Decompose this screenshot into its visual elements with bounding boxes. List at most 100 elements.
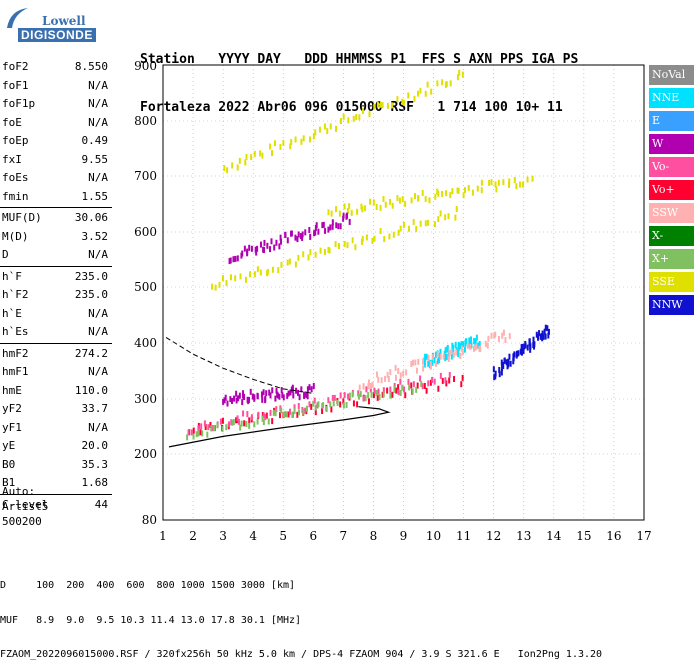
echo-mark <box>424 220 427 227</box>
echo-mark <box>405 369 408 376</box>
echo-mark <box>259 269 262 276</box>
echo-mark <box>526 176 529 183</box>
echo-mark <box>275 387 278 394</box>
echo-mark <box>382 391 385 398</box>
echo-mark <box>239 424 242 431</box>
echo-mark <box>463 346 466 353</box>
echo-mark <box>542 333 545 340</box>
echo-mark <box>379 204 382 211</box>
echo-mark <box>300 138 303 145</box>
echo-mark <box>275 406 278 413</box>
param-row: D N/A <box>0 246 112 265</box>
echo-mark <box>279 412 282 419</box>
echo-mark <box>401 196 404 203</box>
echo-mark <box>339 118 342 125</box>
legend-item: X+ <box>649 249 694 269</box>
echo-mark <box>448 372 451 379</box>
echo-mark <box>368 111 371 118</box>
echo-mark <box>415 225 418 232</box>
echo-mark <box>377 388 380 395</box>
echo-mark <box>451 342 454 349</box>
echo-mark <box>295 387 298 394</box>
echo-mark <box>383 236 386 243</box>
echo-mark <box>455 349 458 356</box>
echo-mark <box>541 330 544 337</box>
echo-mark <box>234 275 237 282</box>
echo-mark <box>547 328 550 335</box>
echo-mark <box>543 328 546 335</box>
header-labels: Station YYYY DAY DDD HHMMSS P1 FFS S AXN… <box>140 52 579 67</box>
param-separator <box>0 265 112 267</box>
echo-mark <box>243 394 246 401</box>
echo-mark <box>532 336 535 343</box>
echo-mark <box>249 388 252 395</box>
param-key: fxI <box>2 152 22 166</box>
echo-mark <box>369 382 372 389</box>
echo-mark <box>329 123 332 130</box>
echo-mark <box>314 129 317 136</box>
echo-mark <box>334 241 337 248</box>
echo-mark <box>325 406 328 413</box>
echo-mark <box>310 403 313 410</box>
echo-mark <box>281 392 284 399</box>
echo-mark <box>446 344 449 351</box>
echo-mark <box>245 420 248 427</box>
param-row: hmF2 274.2 <box>0 345 112 364</box>
echo-mark <box>423 361 426 368</box>
echo-mark <box>397 389 400 396</box>
echo-mark <box>290 139 293 146</box>
echo-mark <box>471 189 474 196</box>
echo-mark <box>241 399 244 406</box>
echo-mark <box>369 386 372 393</box>
echo-mark <box>307 254 310 261</box>
param-key: h`F <box>2 269 22 283</box>
echo-mark <box>329 401 332 408</box>
echo-mark <box>434 193 437 200</box>
echo-mark <box>293 408 296 415</box>
echo-mark <box>415 386 418 393</box>
echo-mark <box>271 266 274 273</box>
echo-mark <box>273 244 276 251</box>
echo-mark <box>356 401 359 408</box>
echo-mark <box>211 425 214 432</box>
echo-mark <box>289 389 292 396</box>
echo-mark <box>335 206 338 213</box>
echo-mark <box>214 284 217 291</box>
echo-mark <box>488 179 491 186</box>
echo-mark <box>269 392 272 399</box>
echo-mark <box>345 401 348 408</box>
echo-mark <box>512 358 515 365</box>
echo-mark <box>318 126 321 133</box>
echo-mark <box>380 377 383 384</box>
echo-mark <box>235 417 238 424</box>
param-row: yF1 N/A <box>0 419 112 438</box>
echo-mark <box>213 425 216 432</box>
echo-mark <box>342 215 345 222</box>
param-row: yE 20.0 <box>0 437 112 456</box>
param-value: 235.0 <box>74 288 108 301</box>
echo-mark <box>305 405 308 412</box>
footer-info: D 100 200 400 600 800 1000 1500 3000 [km… <box>0 557 602 672</box>
param-value: 3.52 <box>81 229 109 243</box>
param-row: h`F2 235.0 <box>0 286 112 305</box>
echo-mark <box>280 387 283 394</box>
echo-mark <box>264 395 267 402</box>
echo-mark <box>343 240 346 247</box>
echo-mark <box>363 205 366 212</box>
param-row: fxI 9.55 <box>0 151 112 170</box>
echo-mark <box>513 176 516 183</box>
y-tick-label: 200 <box>134 447 157 461</box>
x-tick-label: 9 <box>400 529 408 543</box>
echo-mark <box>425 353 428 360</box>
echo-mark <box>438 357 441 364</box>
echo-mark <box>243 245 246 252</box>
x-tick-label: 17 <box>636 529 651 543</box>
auto-scaling-info: Auto: Artist5 500200 <box>2 484 48 529</box>
param-row: h`Es N/A <box>0 323 112 342</box>
echo-mark <box>386 371 389 378</box>
echo-mark <box>441 79 444 86</box>
echo-mark <box>239 273 242 280</box>
echo-mark <box>367 383 370 390</box>
param-separator <box>0 342 112 344</box>
echo-mark <box>412 218 415 225</box>
